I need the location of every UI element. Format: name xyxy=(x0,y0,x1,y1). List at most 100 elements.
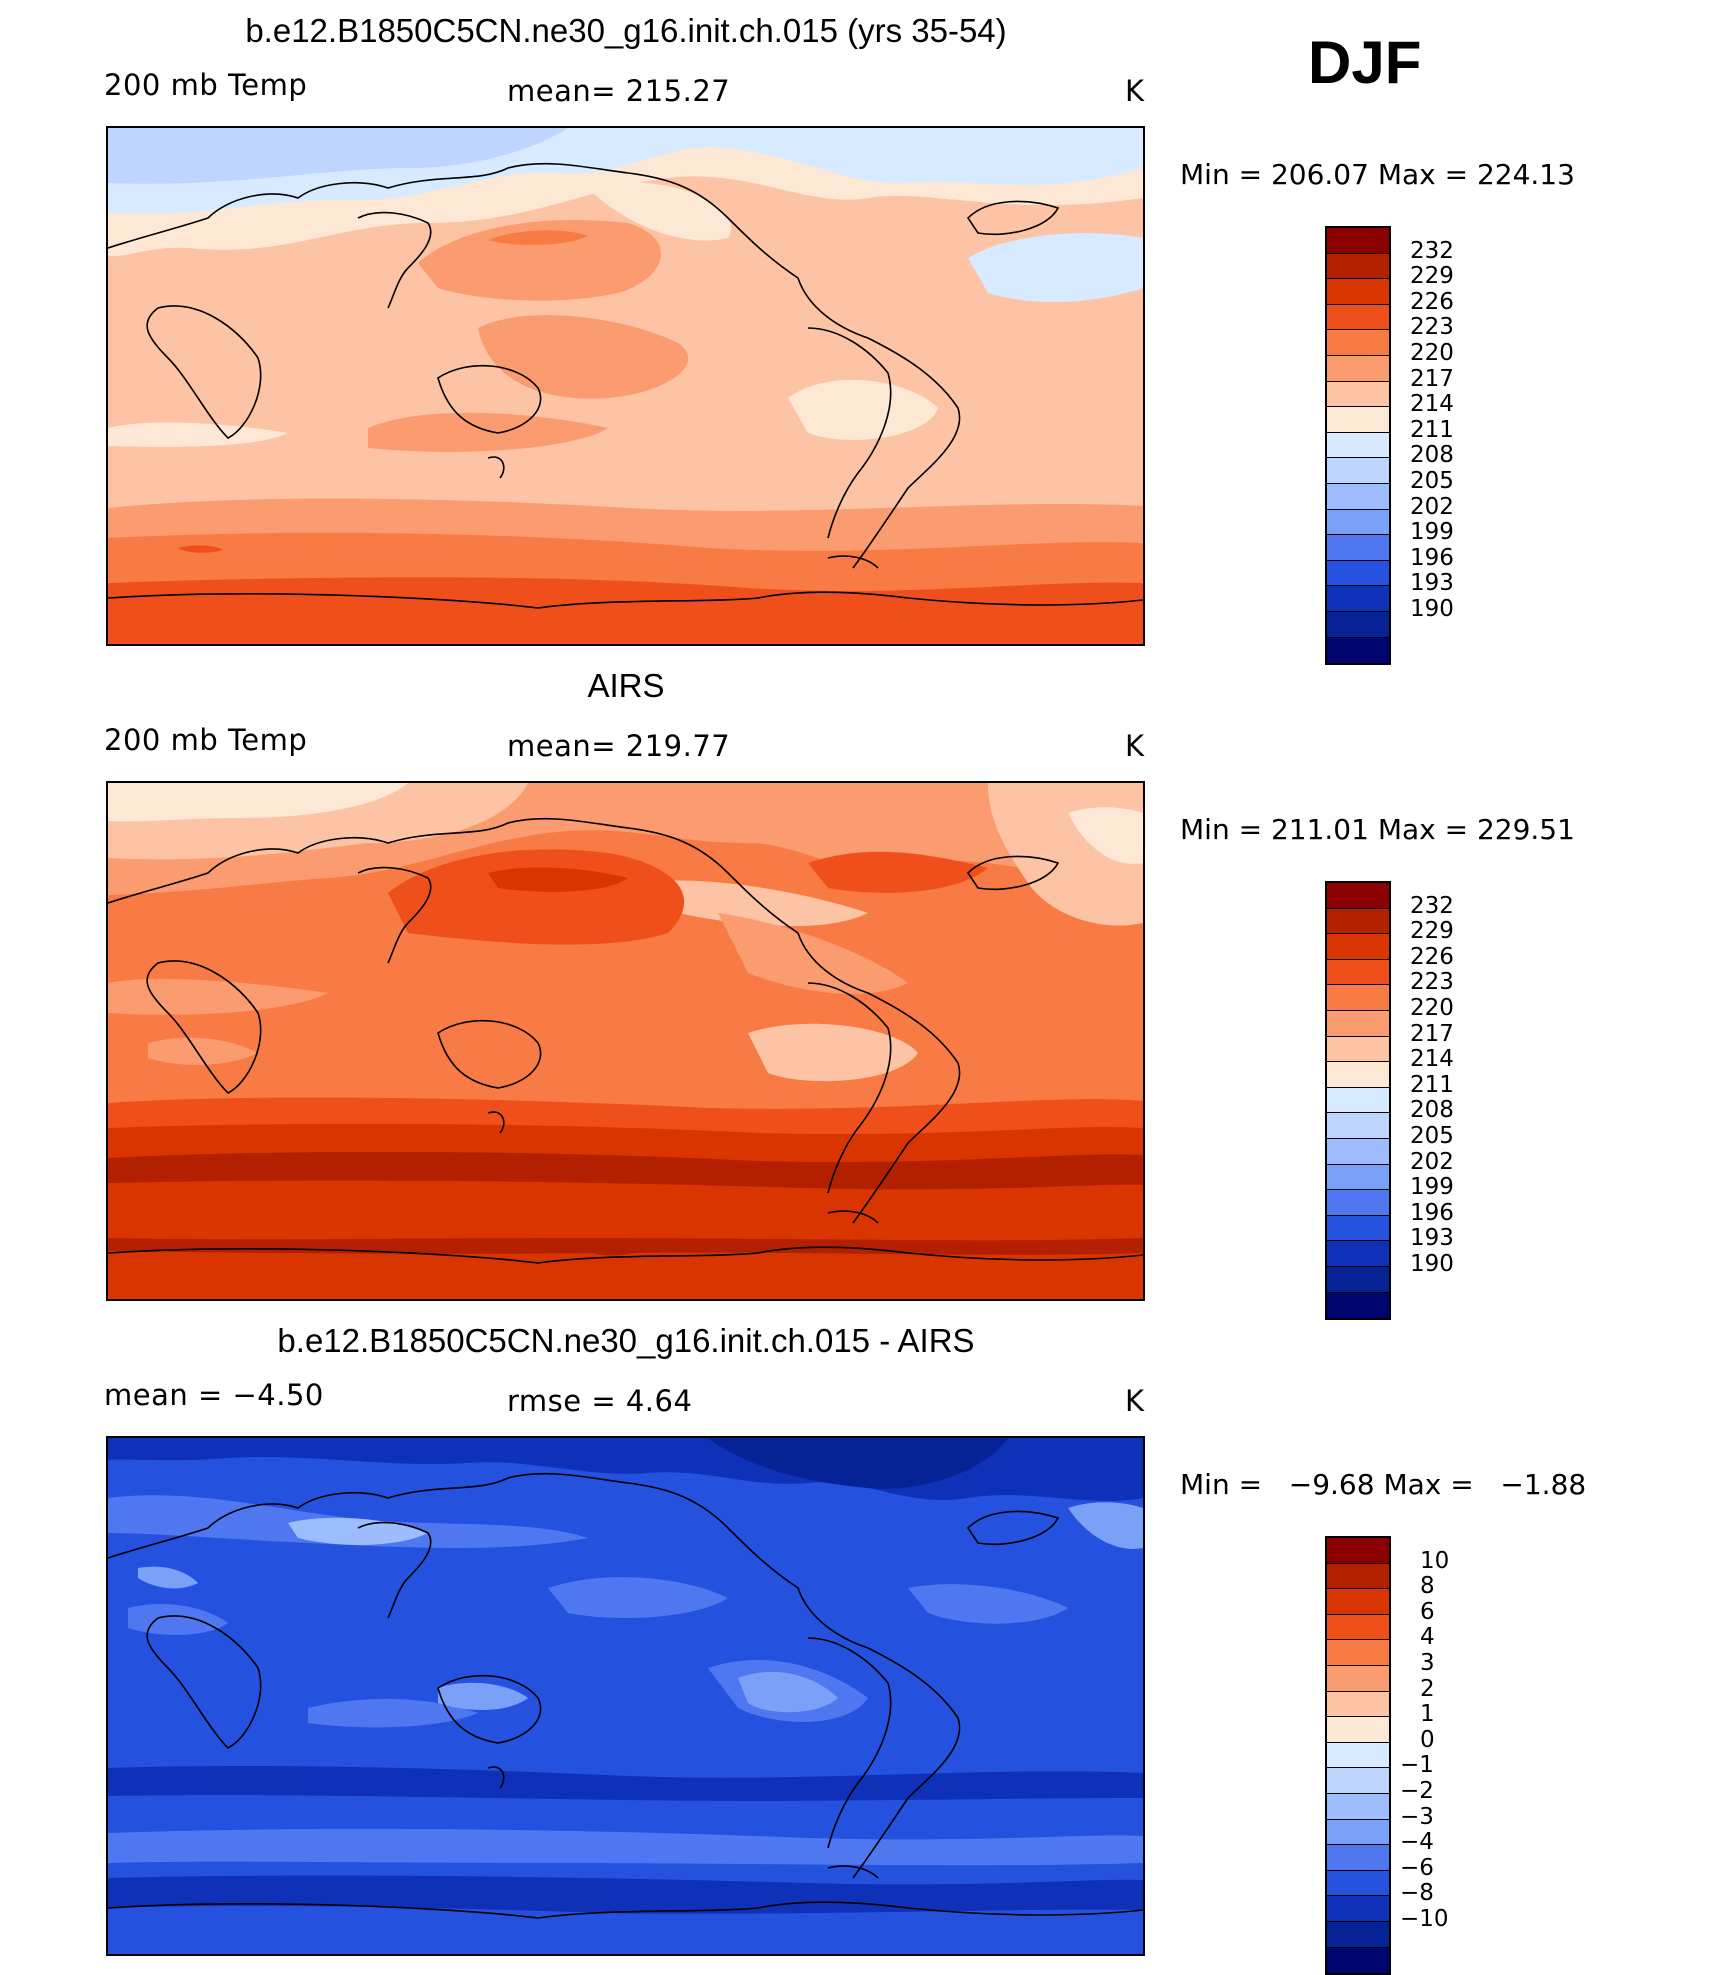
minmax-label: Min = −9.68 Max = −1.88 xyxy=(1180,1468,1587,1501)
colorbar-swatch xyxy=(1327,1190,1389,1216)
colorbar-swatch xyxy=(1327,304,1389,331)
colorbar-label: 199 xyxy=(1410,519,1454,546)
colorbar-label: 232 xyxy=(1410,892,1454,919)
panel-title: b.e12.B1850C5CN.ne30_g16.init.ch.015 (yr… xyxy=(245,12,1007,49)
colorbar-label: 220 xyxy=(1410,995,1454,1021)
colorbar-label: −6 xyxy=(1400,1854,1434,1881)
colorbar-swatch xyxy=(1327,1819,1389,1846)
colorbar-swatch xyxy=(1327,1062,1389,1088)
colorbar-label: −8 xyxy=(1400,1880,1434,1907)
colorbar-label: 199 xyxy=(1410,1174,1454,1201)
colorbar-swatch xyxy=(1327,279,1389,305)
panel-difference: b.e12.B1850C5CN.ne30_g16.init.ch.015 - A… xyxy=(0,1310,1710,1975)
colorbar-label: 2 xyxy=(1420,1675,1435,1702)
colorbar-swatch xyxy=(1327,1870,1389,1897)
mean-label: mean= 215.27 xyxy=(507,74,731,108)
colorbar-swatch xyxy=(1327,1292,1389,1319)
colorbar-swatch xyxy=(1327,611,1389,638)
colorbar-label: 217 xyxy=(1410,1020,1454,1047)
colorbar-label: −3 xyxy=(1400,1803,1434,1830)
colorbar-swatch xyxy=(1327,883,1389,909)
colorbar-swatch xyxy=(1327,1589,1389,1615)
panel-title: b.e12.B1850C5CN.ne30_g16.init.ch.015 - A… xyxy=(277,1322,975,1359)
units-label: K xyxy=(1125,729,1145,763)
colorbar-swatch xyxy=(1327,985,1389,1011)
colorbar-swatch xyxy=(1327,934,1389,960)
colorbar-swatch xyxy=(1327,1845,1389,1871)
colorbar-swatch xyxy=(1327,1640,1389,1666)
colorbar-swatch xyxy=(1327,1266,1389,1293)
colorbar-swatch xyxy=(1327,1113,1389,1139)
mean-label: mean= 219.77 xyxy=(507,729,731,763)
colorbar-swatch xyxy=(1327,432,1389,459)
map-obs xyxy=(106,781,1145,1301)
colorbar-label: 217 xyxy=(1410,365,1454,392)
colorbar-label: 229 xyxy=(1410,263,1454,290)
colorbar-swatch xyxy=(1327,1087,1389,1114)
colorbar-swatch xyxy=(1327,330,1389,356)
colorbar-swatch xyxy=(1327,1896,1389,1922)
colorbar-label: 190 xyxy=(1410,596,1454,622)
colorbar-swatch xyxy=(1327,637,1389,664)
colorbar-label: −4 xyxy=(1400,1829,1434,1856)
colorbar-label: 214 xyxy=(1410,1046,1454,1073)
minmax-label: Min = 211.01 Max = 229.51 xyxy=(1180,813,1575,846)
panel-obs: AIRS 200 mb Temp mean= 219.77 K xyxy=(0,655,1710,1321)
season-label: DJF xyxy=(1308,29,1422,96)
panel-model: b.e12.B1850C5CN.ne30_g16.init.ch.015 (yr… xyxy=(0,0,1710,666)
colorbar-swatch xyxy=(1327,483,1389,510)
variable-label: 200 mb Temp xyxy=(104,68,308,102)
colorbar xyxy=(1325,881,1391,1321)
colorbar-swatch xyxy=(1327,1164,1389,1191)
colorbar-label: 214 xyxy=(1410,391,1454,418)
colorbar-label: 229 xyxy=(1410,918,1454,945)
colorbar-label: 3 xyxy=(1420,1650,1435,1676)
colorbar-swatch xyxy=(1327,1921,1389,1948)
colorbar-label: 226 xyxy=(1410,943,1454,970)
colorbar-swatch xyxy=(1327,381,1389,408)
panel-title: AIRS xyxy=(587,667,665,704)
colorbar-swatch xyxy=(1327,228,1389,254)
colorbar-swatch xyxy=(1327,253,1389,280)
colorbar-swatch xyxy=(1327,1241,1389,1267)
colorbar-label: 196 xyxy=(1410,544,1454,571)
colorbar-swatch xyxy=(1327,1947,1389,1974)
colorbar-swatch xyxy=(1327,1138,1389,1165)
colorbar-swatch xyxy=(1327,1010,1389,1037)
colorbar-swatch xyxy=(1327,509,1389,536)
colorbar-swatch xyxy=(1327,1691,1389,1718)
colorbar-label: 0 xyxy=(1420,1726,1435,1753)
colorbar-swatch xyxy=(1327,560,1389,587)
colorbar-label: 211 xyxy=(1410,416,1454,443)
colorbar-label: 193 xyxy=(1410,570,1454,597)
colorbar-swatch xyxy=(1327,959,1389,986)
units-label: K xyxy=(1125,1384,1145,1418)
colorbar-swatch xyxy=(1327,1768,1389,1794)
colorbar-swatch xyxy=(1327,1793,1389,1820)
minmax-label: Min = 206.07 Max = 224.13 xyxy=(1180,158,1575,191)
colorbar-label: −1 xyxy=(1400,1752,1434,1779)
colorbar-label: 190 xyxy=(1410,1251,1454,1277)
colorbar-label: 196 xyxy=(1410,1199,1454,1226)
colorbar-label: 232 xyxy=(1410,237,1454,264)
colorbar-label: 208 xyxy=(1410,442,1454,469)
colorbar-swatch xyxy=(1327,355,1389,382)
rmse-label: rmse = 4.64 xyxy=(507,1384,693,1418)
colorbar-swatch xyxy=(1327,1614,1389,1641)
colorbar-label: 226 xyxy=(1410,288,1454,315)
colorbar-label: 1 xyxy=(1420,1701,1435,1728)
colorbar-label: 205 xyxy=(1410,1123,1454,1149)
colorbar-label: 193 xyxy=(1410,1225,1454,1252)
colorbar-label: 202 xyxy=(1410,493,1454,520)
colorbar-label: 8 xyxy=(1420,1573,1435,1600)
colorbar xyxy=(1325,226,1391,666)
colorbar xyxy=(1325,1536,1391,1975)
colorbar-swatch xyxy=(1327,1717,1389,1743)
units-label: K xyxy=(1125,74,1145,108)
colorbar-swatch xyxy=(1327,1538,1389,1564)
mean-label: mean = −4.50 xyxy=(104,1378,324,1412)
colorbar-swatch xyxy=(1327,407,1389,433)
colorbar-label: 4 xyxy=(1420,1624,1435,1651)
colorbar-label: 6 xyxy=(1420,1598,1435,1625)
colorbar-swatch xyxy=(1327,586,1389,612)
